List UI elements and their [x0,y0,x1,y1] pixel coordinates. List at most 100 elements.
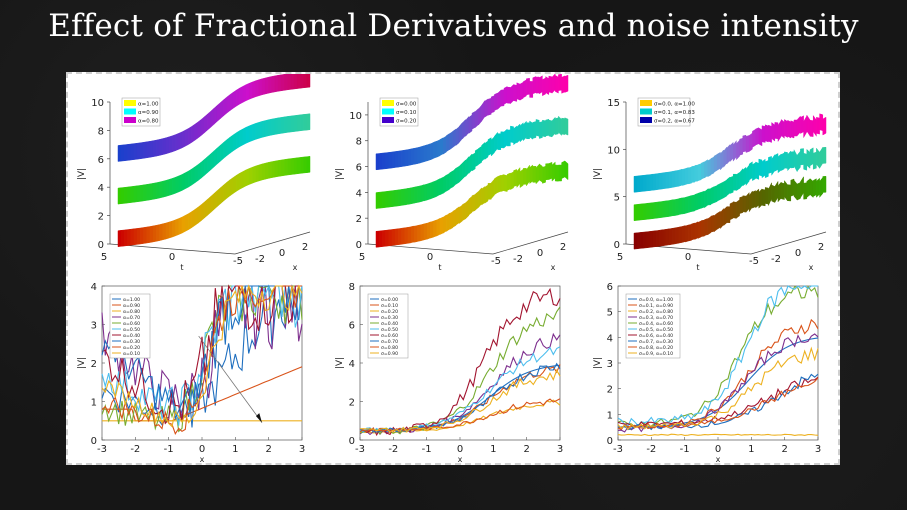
surface-strip [659,201,664,219]
surface-strip [140,184,144,202]
surface-strip [646,174,651,192]
legend-entry: α=0.90 [123,303,140,309]
surface-strip [117,144,122,162]
x-tick-label: 2 [781,444,787,455]
surface-strip [268,161,272,179]
legend-entry: σ=0.30 [381,315,398,321]
legend-entry: α=0.40 [123,333,140,339]
surface-strip [207,153,212,174]
surface-strip [739,196,744,214]
surface-strip [264,76,269,95]
surface-strip [156,139,160,157]
surface-strip [404,149,409,167]
surface-strip [258,78,263,97]
y-tick-label: 0 [349,436,355,447]
surface-strip [404,187,409,206]
surface-strip [388,190,393,208]
x-axis-label: x [716,455,721,463]
surface-strip [465,198,470,220]
surface-strip [780,118,785,139]
legend-swatch [124,108,136,115]
surface-strip [280,159,285,177]
surface-strip [433,219,438,238]
surface-strip [526,164,530,187]
surface-strip [684,224,689,243]
surface-strip [636,203,641,221]
surface-strip [774,122,779,139]
surface-strip [633,204,638,221]
surface-strip [255,79,260,98]
surface-strip [248,166,253,185]
legend: σ=0.00 σ=0.10 σ=0.20 [379,97,419,127]
legend-entry: α=0.10 [123,351,140,357]
legend-entry: σ=0.0, α=1.00 [654,102,695,108]
legend-swatch [382,100,394,106]
surface-strip [284,158,288,176]
surface-strip [713,212,718,233]
series-line [359,287,561,437]
surface-strip [513,125,518,146]
surface-strip [146,141,151,159]
surface-strip [168,220,173,239]
x-tick-label: -3 [613,444,623,455]
surface-strip [535,163,540,185]
y-axis-label: |V| [77,357,87,369]
surface-strip [248,124,253,143]
legend-entry: σ=0.00 [396,102,417,108]
surface-strip [143,141,148,159]
surface-strip [548,75,553,94]
surface-strip [245,168,250,187]
legend-swatch [382,108,394,115]
y-tick-label: 6 [607,282,613,293]
legend-entry: σ=0.20 [381,309,398,315]
x-tick-label: 0 [795,248,801,259]
series-line [101,285,302,428]
surface-strip [175,218,180,237]
surface-strip [697,220,702,239]
surface-strip [665,200,670,218]
series-line [101,284,302,425]
surface-strip [484,98,489,118]
t-tick-label: 0 [427,252,433,263]
y-axis-label: |V| [335,357,345,369]
surface-strip [236,172,240,192]
x-axis-label: x [293,263,298,272]
surface-strip [678,226,683,244]
surface-strip [242,84,247,103]
surface-strip [510,125,514,144]
surface-strip [398,228,402,245]
surface-strip [258,163,263,182]
surface-strip [694,164,699,182]
surface-strip [675,226,680,244]
z-tick-label: 15 [607,98,620,109]
surface-strip [771,121,776,142]
surface-strip [516,166,521,189]
surface-strip [688,166,692,185]
surface-strip [726,143,731,165]
surface-strip [784,179,788,202]
surface-strip [822,146,827,164]
surface-strip [806,148,811,169]
surface-strip [407,187,412,205]
legend-entry: α=0.50 [123,327,140,333]
legend-entry: σ=0.5, α=0.50 [639,327,673,333]
surface-strip [446,172,450,192]
legend-entry: σ=0.1, α=0.83 [654,110,695,116]
surface-strip [293,114,298,132]
surface-strip [768,182,772,206]
x-tick-label: 2 [560,242,566,253]
surface-strip [643,203,648,220]
surface-strip [554,164,559,182]
surface-strip [391,190,396,207]
surface-strip [172,219,176,238]
surface-strip [780,182,785,200]
t-axis [109,243,236,255]
t-tick-label: 5 [359,252,365,263]
surface-strip [388,229,393,247]
surface-strip [729,141,734,163]
surface-strip [554,74,559,94]
surface-strip [745,135,750,153]
surface-strip [287,115,292,133]
surface-strip [436,139,441,158]
surface-strip [675,170,680,187]
